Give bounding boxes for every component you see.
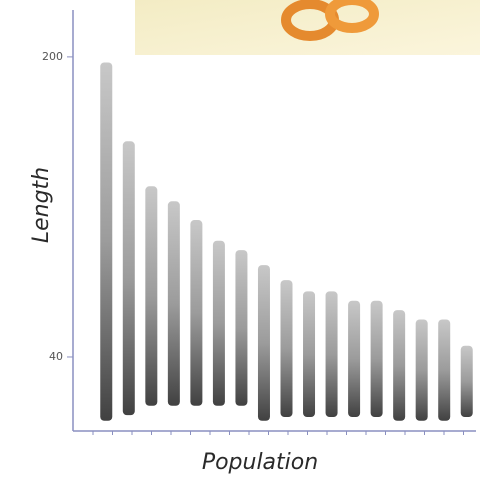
strip [393, 310, 405, 421]
strip [258, 265, 270, 421]
strip [348, 301, 360, 417]
y-tick-label: 200 [42, 50, 63, 63]
strip [371, 301, 383, 417]
chart: Length Population 40 200 [0, 0, 480, 479]
strip [213, 241, 225, 406]
y-axis-title: Length [29, 167, 54, 243]
strip [461, 346, 473, 417]
strip [235, 250, 247, 406]
x-axis-title: Population [202, 450, 318, 475]
strip [168, 201, 180, 405]
photo [135, 0, 480, 55]
strip [281, 280, 293, 417]
strip [303, 291, 315, 417]
y-tick-label: 40 [49, 350, 63, 363]
strip [100, 63, 112, 421]
strip [438, 319, 450, 420]
strip [123, 141, 135, 415]
strip [326, 291, 338, 417]
strip [416, 319, 428, 420]
strip [145, 186, 157, 405]
strip [190, 220, 202, 406]
